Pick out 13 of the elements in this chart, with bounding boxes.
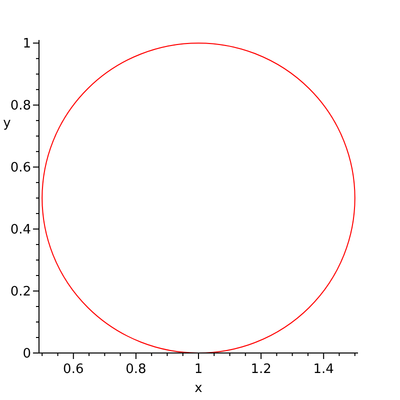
y-axis-title: y xyxy=(3,116,12,131)
y-tick-label: 0.4 xyxy=(10,222,31,238)
y-tick-label: 0 xyxy=(22,346,31,362)
x-tick-label: 0.8 xyxy=(126,362,146,377)
x-tick-label: 0.6 xyxy=(63,362,84,377)
x-tick-label: 1 xyxy=(194,362,203,377)
y-tick-label: 0.8 xyxy=(10,98,31,114)
x-tick-label: 1.2 xyxy=(250,362,272,377)
y-tick-label: 1 xyxy=(22,36,31,52)
x-tick-label: 1.4 xyxy=(313,362,334,377)
x-axis-title: x xyxy=(194,381,203,396)
y-tick-label: 0.6 xyxy=(10,160,31,176)
y-tick-label: 0.2 xyxy=(10,284,31,300)
